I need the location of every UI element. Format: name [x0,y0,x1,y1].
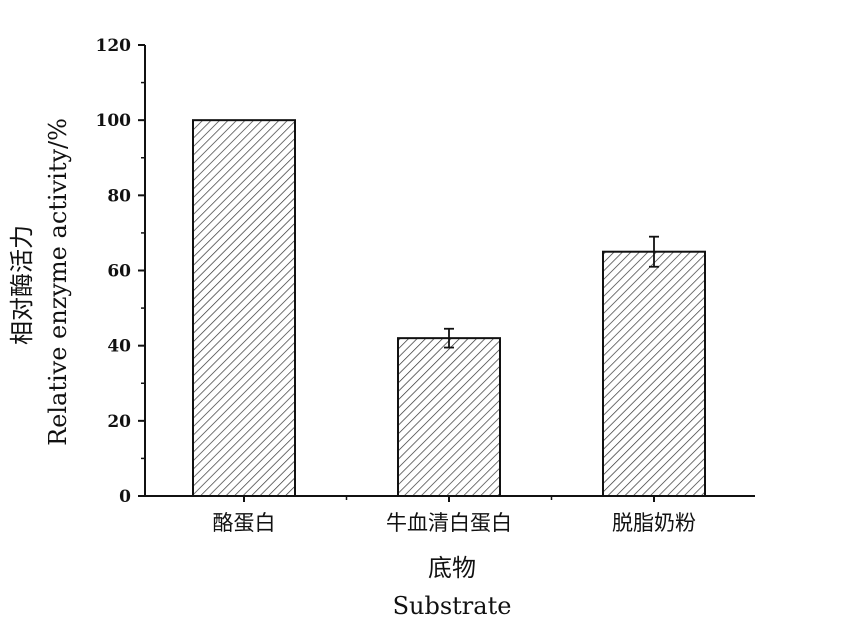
bars-layer [192,119,706,498]
y-tick-label: 40 [107,337,131,357]
y-axis-title-english: Relative enzyme activity/% [44,118,72,446]
x-category-label: 酪蛋白 [213,511,276,535]
y-tick-label: 80 [107,186,131,206]
y-tick-label: 0 [119,487,131,507]
bar [602,250,706,497]
y-tick-label: 20 [107,412,131,432]
y-tick-label: 100 [96,111,132,131]
x-axis-title-english: Substrate [393,592,512,620]
x-category-label: 牛血清白蛋白 [386,511,512,535]
error-bars-layer [444,235,659,349]
bar [192,119,296,498]
bar [397,337,501,497]
x-category-labels: 酪蛋白 牛血清白蛋白 脱脂奶粉 [213,496,696,535]
x-category-label: 脱脂奶粉 [612,511,696,535]
y-tick-label: 60 [107,262,131,282]
y-ticks: 0 20 40 60 80 100 120 [96,36,145,507]
x-axis-title-chinese: 底物 [428,554,476,582]
y-axis-title-chinese: 相对酶活力 [8,225,36,345]
y-tick-label: 120 [96,36,132,56]
